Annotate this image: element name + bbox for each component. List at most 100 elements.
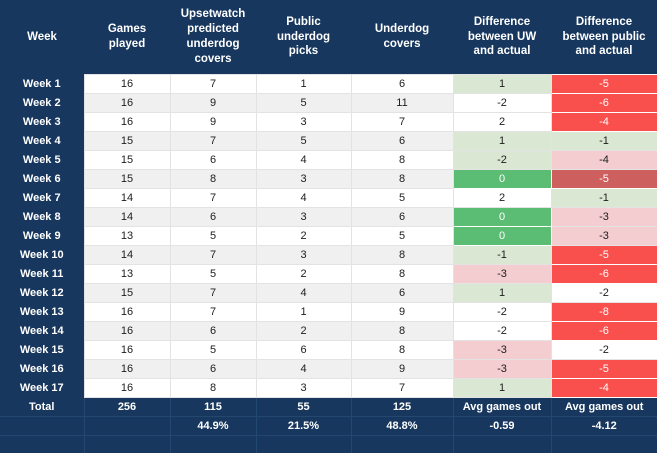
week-label: Week 15 (0, 340, 84, 360)
underdog-covers-cell: 6 (350, 131, 454, 151)
games-played-cell: 15 (83, 283, 171, 303)
games-played-cell: 15 (83, 169, 171, 189)
public-picks-cell: 3 (255, 112, 352, 132)
header-diff-uw-actual: Difference between UW and actual (453, 0, 551, 75)
underdog-covers-cell: 5 (350, 188, 454, 208)
public-picks-cell: 3 (255, 378, 352, 398)
summary-games-blank (84, 416, 171, 436)
games-played-cell: 16 (83, 112, 171, 132)
week-label: Week 3 (0, 112, 84, 132)
games-played-cell: 15 (83, 131, 171, 151)
uw-predicted-cell: 6 (169, 359, 257, 379)
games-played-cell: 16 (83, 340, 171, 360)
games-played-cell: 16 (83, 93, 171, 113)
table-row: Week 10 14 7 3 8 -1 -5 (0, 245, 657, 265)
table-body: Week 1 16 7 1 6 1 -5 Week 2 16 9 5 11 -2… (0, 74, 657, 398)
diff-public-cell: -8 (550, 302, 657, 322)
uw-predicted-cell: 5 (169, 226, 257, 246)
uw-predicted-cell: 7 (169, 74, 257, 94)
diff-public-cell: -2 (550, 340, 657, 360)
uw-predicted-cell: 7 (169, 131, 257, 151)
games-played-cell: 16 (83, 321, 171, 341)
summary-row: 44.9% 21.5% 48.8% -0.59 -4.12 (0, 416, 657, 436)
diff-uw-cell: -1 (452, 245, 552, 265)
public-picks-cell: 4 (255, 359, 352, 379)
table-row: Week 15 16 5 6 8 -3 -2 (0, 340, 657, 360)
uw-predicted-cell: 5 (169, 340, 257, 360)
diff-uw-cell: 2 (452, 188, 552, 208)
diff-public-cell: -5 (550, 74, 657, 94)
week-label: Week 17 (0, 378, 84, 398)
underdog-covers-cell: 8 (350, 321, 454, 341)
games-played-cell: 16 (83, 302, 171, 322)
diff-uw-cell: 0 (452, 207, 552, 227)
underdog-covers-cell: 8 (350, 245, 454, 265)
public-picks-cell: 3 (255, 207, 352, 227)
underdog-covers-cell: 6 (350, 283, 454, 303)
public-picks-cell: 4 (255, 283, 352, 303)
underdog-covers-cell: 8 (350, 340, 454, 360)
underdog-covers-cell: 11 (350, 93, 454, 113)
header-uw-predicted-covers: Upsetwatch predicted underdog covers (170, 0, 256, 75)
public-picks-cell: 4 (255, 150, 352, 170)
diff-public-cell: -1 (550, 188, 657, 208)
public-picks-cell: 5 (255, 93, 352, 113)
games-played-cell: 16 (83, 378, 171, 398)
total-diff-uw-label: Avg games out (453, 397, 552, 417)
diff-uw-cell: -3 (452, 359, 552, 379)
diff-public-cell: -3 (550, 207, 657, 227)
footer-filler-row (0, 435, 657, 453)
diff-uw-cell: 0 (452, 226, 552, 246)
uw-predicted-cell: 6 (169, 150, 257, 170)
games-played-cell: 14 (83, 207, 171, 227)
diff-public-cell: -6 (550, 264, 657, 284)
underdog-covers-cell: 8 (350, 169, 454, 189)
games-played-cell: 14 (83, 245, 171, 265)
public-picks-cell: 2 (255, 321, 352, 341)
games-played-cell: 16 (83, 74, 171, 94)
diff-public-cell: -5 (550, 359, 657, 379)
public-picks-cell: 1 (255, 74, 352, 94)
header-diff-public-actual: Difference between public and actual (551, 0, 657, 75)
week-label: Week 8 (0, 207, 84, 227)
week-label: Week 1 (0, 74, 84, 94)
uw-predicted-cell: 6 (169, 321, 257, 341)
week-label: Week 10 (0, 245, 84, 265)
public-picks-cell: 1 (255, 302, 352, 322)
total-underdog-covers: 125 (351, 397, 454, 417)
table-row: Week 8 14 6 3 6 0 -3 (0, 207, 657, 227)
week-label: Week 9 (0, 226, 84, 246)
uw-predicted-cell: 8 (169, 169, 257, 189)
week-label: Week 6 (0, 169, 84, 189)
underdog-covers-cell: 9 (350, 302, 454, 322)
diff-public-cell: -6 (550, 321, 657, 341)
games-played-cell: 15 (83, 150, 171, 170)
table-row: Week 11 13 5 2 8 -3 -6 (0, 264, 657, 284)
diff-public-cell: -5 (550, 169, 657, 189)
diff-uw-cell: 1 (452, 131, 552, 151)
diff-public-cell: -5 (550, 245, 657, 265)
table-row: Week 14 16 6 2 8 -2 -6 (0, 321, 657, 341)
header-week: Week (0, 0, 84, 75)
uw-predicted-cell: 7 (169, 283, 257, 303)
table-row: Week 9 13 5 2 5 0 -3 (0, 226, 657, 246)
total-diff-public-label: Avg games out (551, 397, 657, 417)
diff-uw-cell: 1 (452, 378, 552, 398)
table-row: Week 7 14 7 4 5 2 -1 (0, 188, 657, 208)
underdog-covers-cell: 6 (350, 207, 454, 227)
uw-predicted-cell: 9 (169, 112, 257, 132)
table-row: Week 17 16 8 3 7 1 -4 (0, 378, 657, 398)
underdog-covers-cell: 5 (350, 226, 454, 246)
games-played-cell: 13 (83, 264, 171, 284)
diff-uw-cell: -2 (452, 302, 552, 322)
header-row: Week Games played Upsetwatch predicted u… (0, 0, 657, 75)
total-row: Total 256 115 55 125 Avg games out Avg g… (0, 397, 657, 417)
week-label: Week 13 (0, 302, 84, 322)
week-label: Week 14 (0, 321, 84, 341)
public-picks-cell: 2 (255, 226, 352, 246)
week-label: Week 5 (0, 150, 84, 170)
games-played-cell: 16 (83, 359, 171, 379)
underdog-covers-cell: 6 (350, 74, 454, 94)
week-label: Week 2 (0, 93, 84, 113)
table-row: Week 3 16 9 3 7 2 -4 (0, 112, 657, 132)
